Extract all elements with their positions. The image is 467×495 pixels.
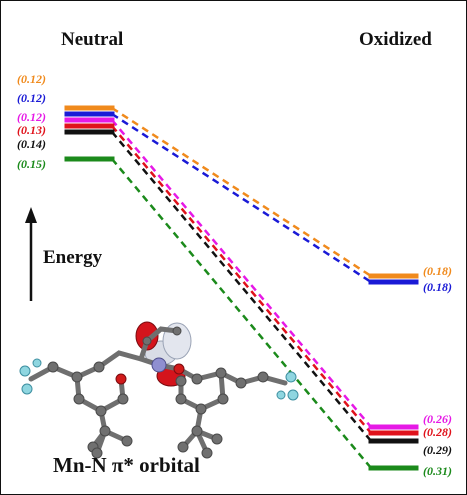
molecule-illustration (19, 321, 299, 459)
connector-2 (111, 119, 372, 428)
energy-axis-label: Energy (43, 247, 103, 268)
connector-group (111, 106, 372, 469)
connector-1 (111, 112, 372, 284)
oxidized-level-label-4: (0.29) (423, 443, 452, 457)
oxidized-level-label-0: (0.18) (423, 264, 452, 278)
neutral-level-label-4: (0.14) (17, 137, 46, 151)
oxidized-label-group: (0.18) (0.18) (0.26)(0.28) (0.29) (0.31) (423, 264, 452, 478)
oxidized-level-label-1: (0.18) (423, 280, 452, 294)
neutral-level-label-0: (0.12) (17, 72, 46, 86)
connector-4 (111, 131, 372, 442)
oxidized-level-label-3: (0.28) (423, 425, 452, 439)
orbital-caption: Mn-N π* orbital (53, 453, 200, 477)
oxidized-level-label-2: (0.26) (423, 412, 452, 426)
oxidized-level-label-5: (0.31) (423, 464, 452, 478)
neutral-level-label-3: (0.13) (17, 123, 46, 137)
neutral-level-label-5: (0.15) (17, 157, 46, 171)
connector-0 (111, 106, 372, 278)
manganese-atom (151, 357, 167, 373)
orbital-lobe-red (135, 321, 159, 351)
connector-3 (111, 125, 372, 434)
connector-5 (111, 158, 372, 469)
neutral-header: Neutral (61, 29, 124, 50)
carbon-atoms (47, 326, 269, 459)
neutral-label-group: (0.12)(0.12)(0.12)(0.13)(0.14)(0.15) (17, 72, 46, 171)
neutral-level-label-2: (0.12) (17, 110, 46, 124)
oxygen-atoms (115, 363, 185, 385)
level-bar-group (64, 105, 419, 471)
energy-arrowhead (25, 207, 37, 223)
oxidized-header: Oxidized (359, 29, 432, 50)
fluorine-atoms (19, 358, 299, 401)
neutral-level-label-1: (0.12) (17, 91, 46, 105)
